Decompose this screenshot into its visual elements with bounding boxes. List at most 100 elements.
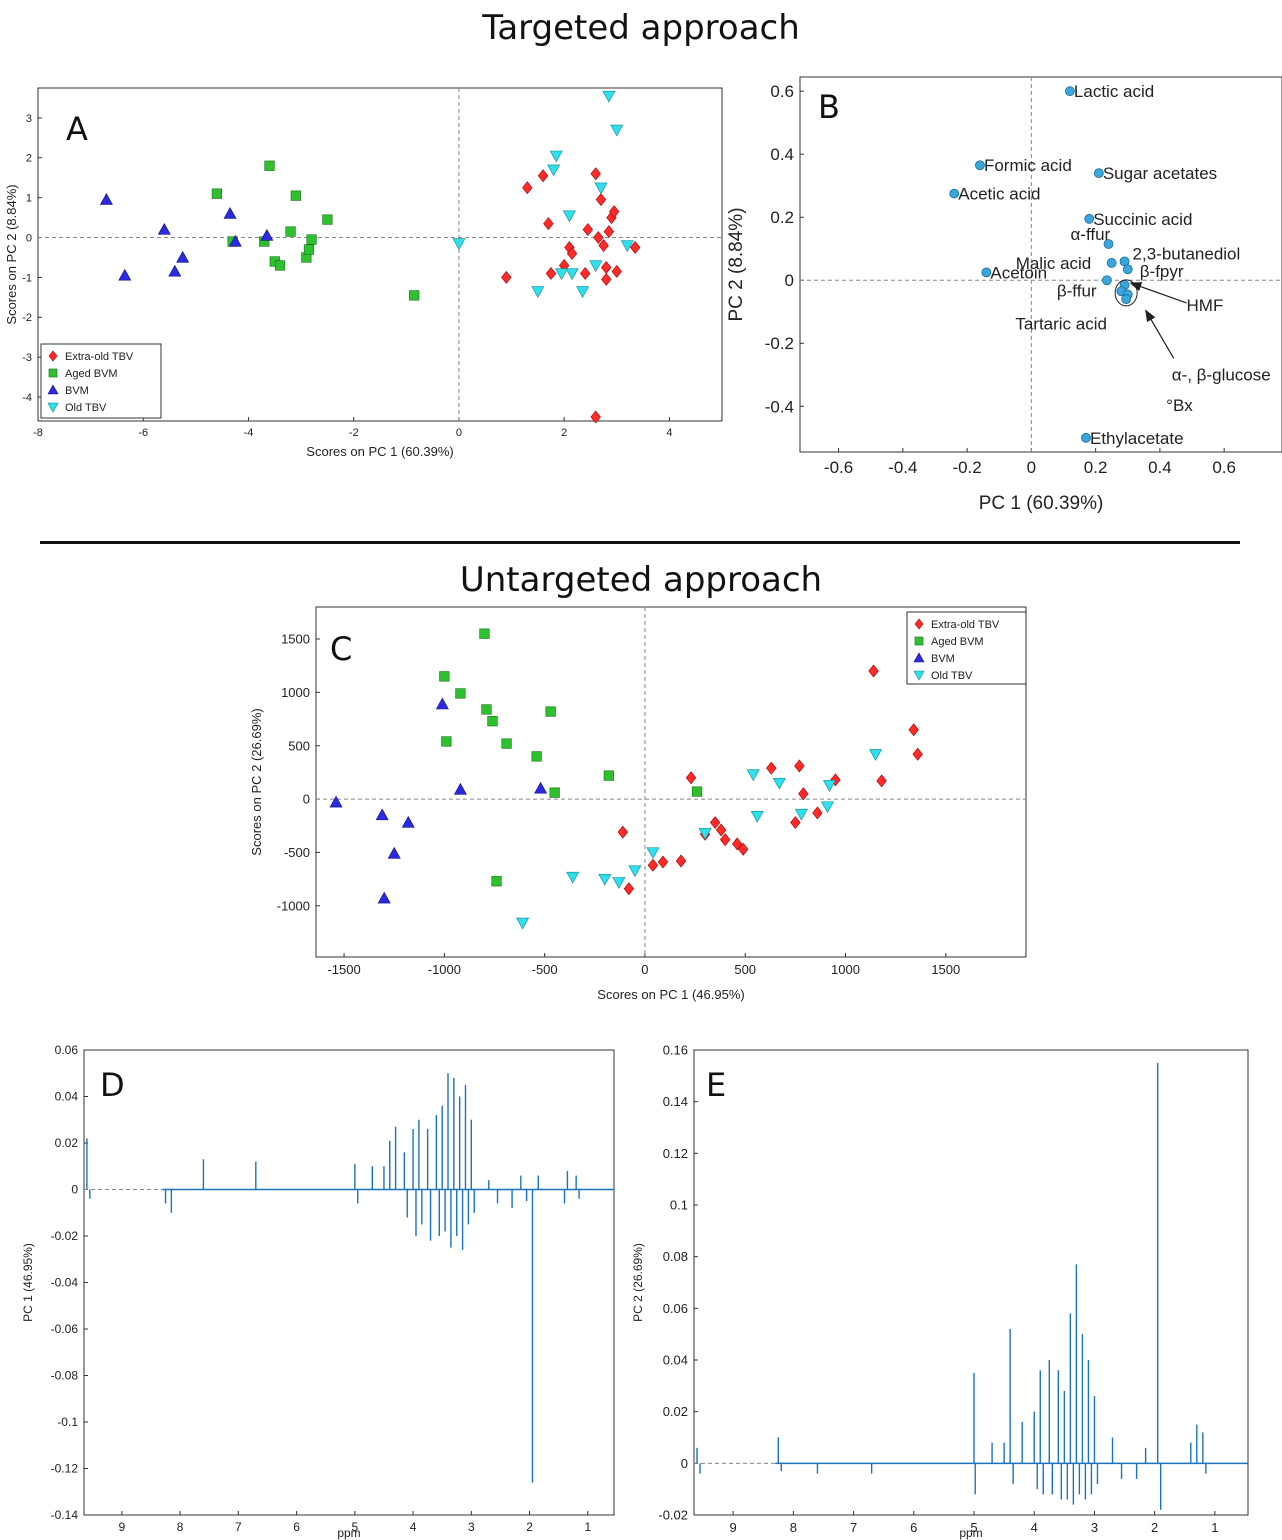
- legend-box: [906, 611, 1027, 685]
- data-point: [555, 268, 569, 281]
- untargeted-approach-title: Untargeted approach: [459, 560, 823, 600]
- plot-frame: [799, 76, 1282, 453]
- x-tick-label: 500: [734, 962, 756, 977]
- y-tick-label: 0.06: [55, 1043, 79, 1057]
- x-tick-label: 9: [730, 1520, 737, 1535]
- x-axis-title: Scores on PC 1 (46.95%): [597, 987, 744, 1002]
- panel-letter: D: [100, 1066, 125, 1104]
- y-tick-label: -0.12: [51, 1462, 79, 1476]
- y-tick-label: 0.12: [663, 1146, 688, 1161]
- data-point: [601, 272, 612, 286]
- x-axis-title: ppm: [959, 1526, 982, 1540]
- data-point: [549, 150, 563, 163]
- data-point: [869, 749, 883, 761]
- x-tick-label: 2: [526, 1520, 533, 1534]
- data-point: [285, 226, 296, 237]
- data-point: [732, 837, 743, 851]
- data-point: [812, 806, 823, 820]
- data-point: [772, 777, 786, 790]
- data-point: [582, 223, 594, 237]
- legend-marker: [48, 350, 58, 362]
- x-tick-label: 1500: [931, 962, 960, 977]
- data-point: [691, 786, 703, 797]
- data-point: [590, 167, 601, 181]
- data-point: [628, 865, 642, 878]
- y-tick-label: -1: [22, 272, 32, 284]
- x-tick-label: -2: [349, 427, 359, 439]
- y-axis-title: PC 2 (26.69%): [631, 1243, 645, 1322]
- y-axis-title: Scores on PC 2 (26.69%): [249, 708, 264, 855]
- loading-point: [1122, 264, 1133, 275]
- data-point: [322, 214, 333, 225]
- data-point: [590, 410, 601, 424]
- x-tick-label: 6: [293, 1520, 300, 1534]
- data-point: [912, 747, 923, 761]
- data-point: [211, 188, 222, 199]
- legend-entry-label: Old TBV: [65, 402, 107, 414]
- loading-label: α-ffur: [1070, 225, 1110, 244]
- data-point: [260, 228, 274, 241]
- panel-letter: A: [66, 110, 88, 148]
- data-point: [481, 704, 492, 715]
- y-tick-label: -0.06: [51, 1322, 79, 1336]
- y-tick-label: -0.08: [51, 1369, 79, 1383]
- loading-label: β-fpyr: [1140, 262, 1184, 281]
- x-tick-label: 8: [177, 1520, 184, 1534]
- data-point: [223, 207, 237, 219]
- data-point: [264, 160, 275, 171]
- glucose-arrow: [1145, 309, 1175, 359]
- data-point: [534, 781, 548, 794]
- x-tick-label: 4: [666, 427, 672, 439]
- loading-label: Formic acid: [984, 156, 1072, 175]
- y-tick-label: 0.06: [663, 1301, 688, 1316]
- y-tick-label: 0.04: [55, 1090, 79, 1104]
- y-tick-label: 0: [303, 792, 310, 807]
- legend-marker: [47, 384, 59, 395]
- legend-marker: [914, 618, 924, 630]
- x-axis-title: Scores on PC 1 (60.39%): [306, 444, 453, 459]
- y-tick-label: -3: [22, 352, 32, 364]
- data-point: [715, 823, 727, 837]
- y-tick-label: 0.14: [663, 1094, 688, 1109]
- data-point: [576, 286, 590, 299]
- x-tick-label: 7: [850, 1520, 857, 1535]
- legend-marker: [913, 652, 925, 663]
- data-point: [593, 231, 604, 245]
- x-axis-title: ppm: [337, 1526, 360, 1540]
- loading-label: Succinic acid: [1093, 210, 1192, 229]
- x-tick-label: 2: [561, 427, 567, 439]
- loading-label: β-ffur: [1057, 281, 1097, 300]
- legend-entry-label: BVM: [931, 653, 955, 665]
- loading-label: Tartaric acid: [1015, 314, 1107, 333]
- legend-entry-label: Aged BVM: [65, 368, 118, 380]
- y-axis-title: PC 2 (8.84%): [726, 207, 747, 321]
- data-point: [698, 828, 712, 840]
- data-point: [738, 842, 749, 856]
- panel-letter: C: [330, 630, 352, 668]
- y-tick-label: -0.2: [765, 334, 794, 353]
- data-point: [118, 268, 132, 281]
- y-axis-title: PC 1 (46.95%): [21, 1243, 35, 1322]
- data-point: [608, 205, 620, 219]
- loading-label: Sugar acetates: [1103, 164, 1217, 183]
- y-tick-label: -1000: [277, 898, 310, 913]
- data-point: [545, 706, 556, 717]
- data-point: [228, 234, 242, 247]
- y-tick-label: 0.08: [663, 1249, 688, 1264]
- glucose-circle: [1114, 279, 1138, 307]
- data-point: [750, 811, 764, 823]
- data-point: [377, 891, 391, 904]
- y-tick-label: 1500: [281, 632, 310, 647]
- x-tick-label: -0.2: [952, 458, 981, 477]
- y-tick-label: 0.02: [663, 1404, 688, 1419]
- y-tick-label: -0.4: [765, 397, 794, 416]
- loading-point: [1093, 168, 1104, 179]
- data-point: [157, 222, 171, 235]
- data-point: [441, 736, 452, 747]
- data-point: [602, 90, 616, 103]
- loading-point: [1121, 294, 1132, 305]
- loading-point: [1106, 258, 1117, 268]
